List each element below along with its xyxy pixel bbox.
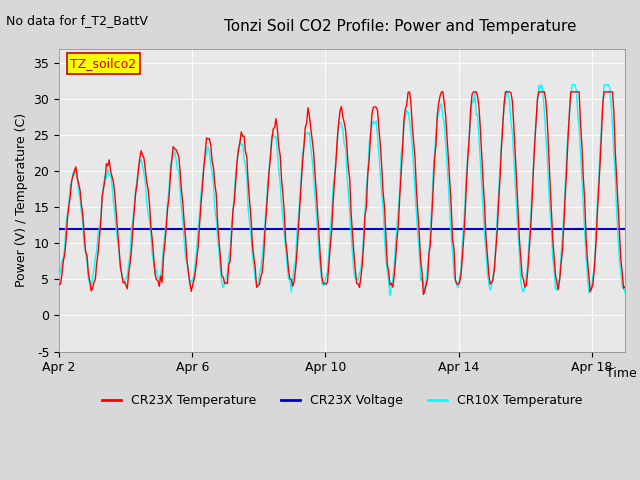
Text: Tonzi Soil CO2 Profile: Power and Temperature: Tonzi Soil CO2 Profile: Power and Temper…	[224, 19, 577, 34]
Text: No data for f_T2_BattV: No data for f_T2_BattV	[6, 14, 148, 27]
Legend: CR23X Temperature, CR23X Voltage, CR10X Temperature: CR23X Temperature, CR23X Voltage, CR10X …	[97, 389, 587, 412]
Text: TZ_soilco2: TZ_soilco2	[70, 57, 136, 70]
X-axis label: Time: Time	[605, 367, 636, 380]
Y-axis label: Power (V) / Temperature (C): Power (V) / Temperature (C)	[15, 113, 28, 287]
